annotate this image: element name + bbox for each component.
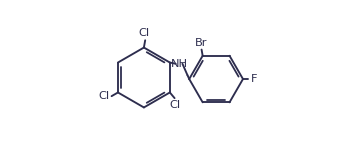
Text: NH: NH: [171, 59, 188, 69]
Text: Cl: Cl: [98, 91, 109, 101]
Text: F: F: [251, 74, 257, 84]
Text: Br: Br: [194, 38, 207, 48]
Text: Cl: Cl: [139, 28, 150, 38]
Text: Cl: Cl: [170, 100, 181, 110]
